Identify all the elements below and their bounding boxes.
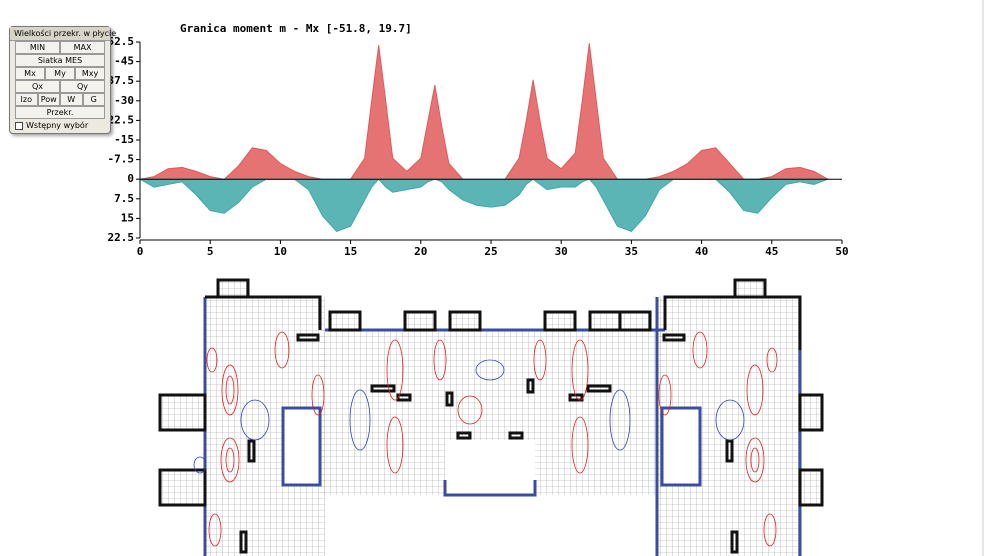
- button[interactable]: Qx: [15, 80, 60, 93]
- x-tick-label: 10: [274, 245, 287, 258]
- button[interactable]: MAX: [60, 41, 105, 54]
- button-row: Izo Pow W G: [15, 93, 105, 106]
- button[interactable]: Siatka MES: [15, 54, 105, 67]
- x-tick-label: 5: [207, 245, 214, 258]
- button-area: MIN MAX Siatka MES Mx My Mxy Qx Qy Izo Pow W G Przek…: [10, 41, 110, 119]
- button[interactable]: Mx: [15, 67, 45, 80]
- x-tick-label: 40: [695, 245, 708, 258]
- button[interactable]: My: [45, 67, 75, 80]
- x-tick-label: 30: [555, 245, 568, 258]
- button[interactable]: Izo: [15, 93, 38, 106]
- y-tick-label: -7.5: [108, 153, 135, 166]
- button[interactable]: MIN: [15, 41, 60, 54]
- button-row: Mx My Mxy: [15, 67, 105, 80]
- button-row: Przekr.: [15, 106, 105, 119]
- checkbox[interactable]: Wstępny wybór: [15, 121, 105, 130]
- x-tick-label: 25: [484, 245, 497, 258]
- y-tick-label: 22.5: [108, 231, 135, 244]
- button[interactable]: Przekr.: [15, 106, 105, 119]
- y-tick-label: 0: [127, 172, 134, 185]
- button-row: Qx Qy: [15, 80, 105, 93]
- button[interactable]: G: [82, 93, 105, 106]
- checkbox-box[interactable]: [15, 121, 23, 130]
- checkbox-label: Wstępny wybór: [26, 121, 89, 130]
- button[interactable]: Pow: [37, 93, 60, 106]
- y-tick-label: 15: [121, 211, 134, 224]
- y-tick-label: -15: [114, 133, 134, 146]
- tool-panel: Wielkości przekr. w płycie MIN MAX Siatka …: [9, 26, 116, 134]
- area: [138, 178, 829, 233]
- y-tick-label: -30: [114, 94, 134, 107]
- button[interactable]: W: [60, 93, 83, 106]
- button[interactable]: Mxy: [75, 67, 105, 80]
- chart-title: Granica moment m - Mx [-51.8, 19.7]: [180, 22, 412, 35]
- y-tick-label: -45: [114, 55, 134, 68]
- area: [139, 43, 830, 180]
- panel-title: Wielkości przekr. w płycie: [10, 27, 116, 41]
- button[interactable]: Qy: [60, 80, 105, 93]
- button-row: Siatka MES: [15, 54, 105, 67]
- x-tick-label: 45: [765, 245, 778, 258]
- button-row: MIN MAX: [15, 41, 105, 54]
- floor-plan: [158, 278, 824, 556]
- x-tick-label: 20: [414, 245, 427, 258]
- y-tick-label: 7.5: [114, 192, 134, 205]
- x-tick-label: 50: [835, 245, 848, 258]
- x-tick-label: 35: [625, 245, 638, 258]
- x-tick-label: 0: [137, 245, 144, 258]
- x-tick-label: 15: [344, 245, 357, 258]
